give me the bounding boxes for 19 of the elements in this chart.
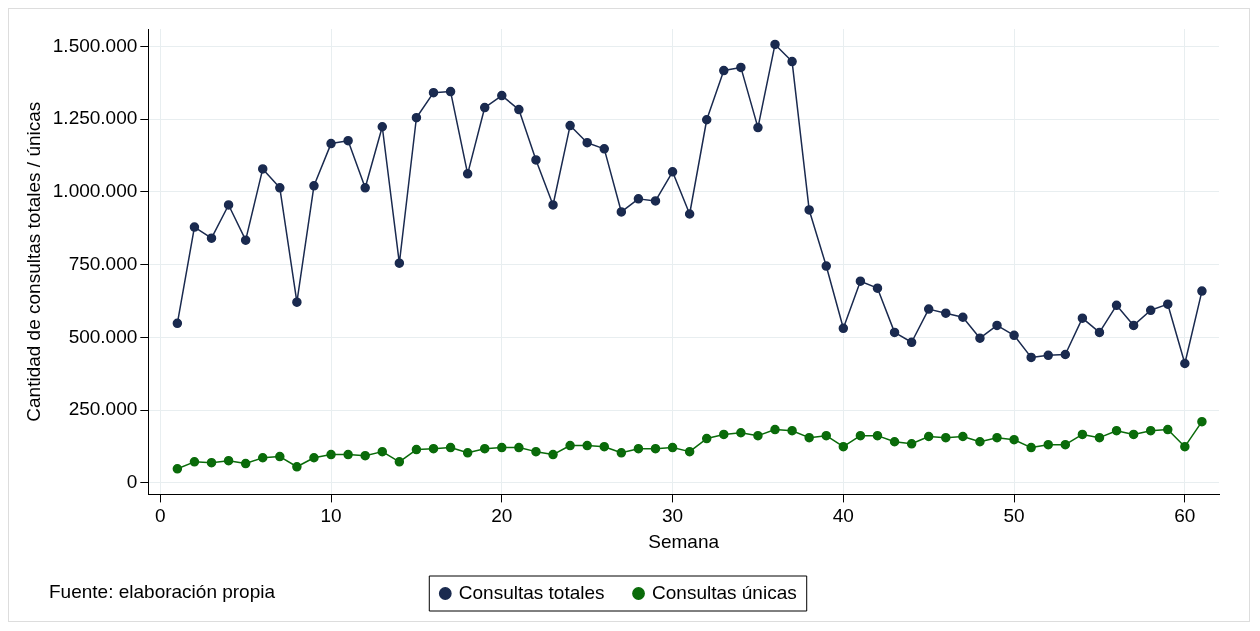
x-tick-label: 50 — [1003, 505, 1025, 527]
x-tick-label: 60 — [1174, 505, 1196, 527]
y-axis-title: Cantidad de consultas totales / únicas — [22, 101, 44, 422]
x-axis-title: Semana — [648, 530, 720, 552]
y-tick-label: 0 — [126, 471, 138, 492]
y-tick-label: 1.000.000 — [52, 180, 138, 202]
y-tick-label: 1.250.000 — [52, 107, 138, 129]
x-tick-label: 40 — [832, 505, 854, 527]
x-tick-label: 20 — [491, 505, 513, 527]
y-tick-label: 750.000 — [68, 252, 138, 274]
y-tick-label: 250.000 — [68, 398, 138, 420]
legend-label: Consultas totales — [458, 581, 605, 603]
x-tick-label: 10 — [320, 505, 342, 527]
x-tick-label: 30 — [661, 505, 684, 527]
x-tick-label: 0 — [154, 505, 166, 527]
source-note: Fuente: elaboración propia — [49, 581, 276, 603]
y-tick-label: 1.500.000 — [52, 34, 138, 56]
legend-label: Consultas únicas — [652, 581, 797, 603]
y-tick-label: 500.000 — [68, 325, 138, 347]
